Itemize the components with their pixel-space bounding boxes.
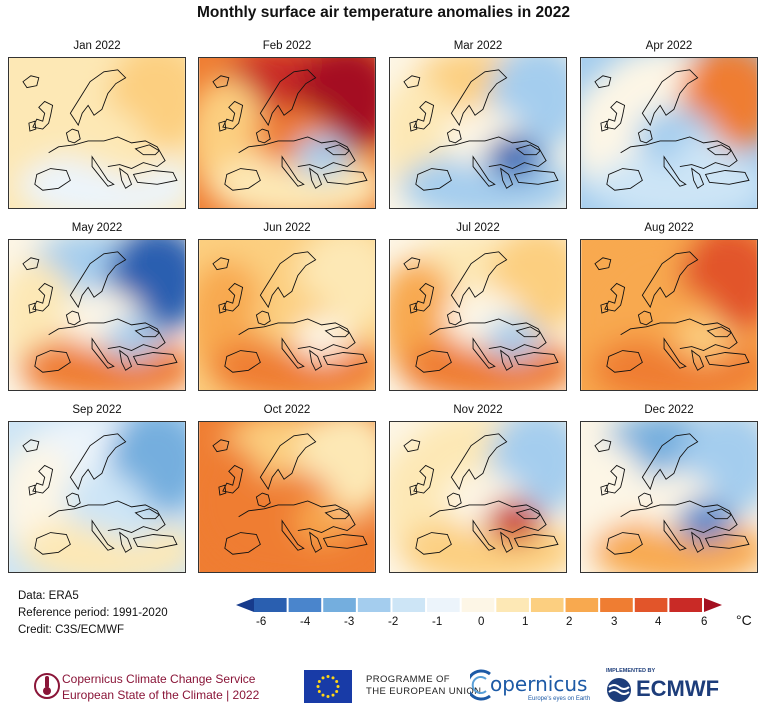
reference-period: Reference period: 1991-2020 xyxy=(18,607,168,619)
panel-label: Dec 2022 xyxy=(644,404,694,416)
panel-label: Apr 2022 xyxy=(645,40,693,52)
colorbar-tick-label: 6 xyxy=(701,616,708,628)
colorbar-segment xyxy=(565,598,599,612)
colorbar-tick-label: 4 xyxy=(655,616,662,628)
anomaly-map xyxy=(580,57,758,209)
colorbar-segment xyxy=(461,598,495,612)
panel-label: Feb 2022 xyxy=(262,40,312,52)
colorbar-segment xyxy=(600,598,633,612)
programme-text: PROGRAMME OF THE EUROPEAN UNION xyxy=(366,674,481,698)
programme-line-1: PROGRAMME OF xyxy=(366,674,450,685)
colorbar-tick-label: -3 xyxy=(344,616,355,628)
panel-label: Jun 2022 xyxy=(263,222,311,234)
info-block: Data: ERA5 Reference period: 1991-2020 C… xyxy=(18,588,168,639)
anomaly-map xyxy=(198,57,376,209)
c3s-logo-text: Copernicus Climate Change Service Europe… xyxy=(62,671,259,703)
colorbar-min-arrow xyxy=(236,598,254,612)
c3s-line-1: Copernicus Climate Change Service xyxy=(62,672,256,686)
anomaly-map xyxy=(389,421,567,573)
panel-label: Mar 2022 xyxy=(453,40,503,52)
colorbar-tick-label: 0 xyxy=(478,616,485,628)
colorbar-unit: °C xyxy=(736,612,752,628)
anomaly-map xyxy=(389,239,567,391)
colorbar-segment xyxy=(392,598,426,612)
colorbar-segment xyxy=(288,598,322,612)
colorbar-tick-label: -1 xyxy=(432,616,443,628)
colorbar-segment xyxy=(427,598,460,612)
panel-label: Sep 2022 xyxy=(72,404,122,416)
panel-label: May 2022 xyxy=(71,222,123,234)
colorbar-segment xyxy=(634,598,668,612)
data-source: Data: ERA5 xyxy=(18,590,79,602)
credit: Credit: C3S/ECMWF xyxy=(18,624,125,636)
colorbar-segment xyxy=(669,598,702,612)
page-title: Monthly surface air temperature anomalie… xyxy=(197,4,570,21)
colorbar-segment xyxy=(254,598,287,612)
anomaly-map xyxy=(198,421,376,573)
c3s-line-2: European State of the Climate | 2022 xyxy=(62,688,260,702)
colorbar-tick-label: 2 xyxy=(566,616,573,628)
colorbar-segment xyxy=(496,598,529,612)
anomaly-map xyxy=(198,239,376,391)
colorbar-segment xyxy=(323,598,356,612)
c3s-thermometer-icon xyxy=(34,673,60,699)
panel-label: Jul 2022 xyxy=(456,222,500,234)
panel-label: Aug 2022 xyxy=(644,222,694,234)
anomaly-map xyxy=(580,239,758,391)
colorbar xyxy=(236,598,722,612)
panel-label: Nov 2022 xyxy=(453,404,503,416)
copernicus-c-icon xyxy=(470,669,491,701)
anomaly-map xyxy=(8,57,186,209)
colorbar-tick-label: -6 xyxy=(256,616,267,628)
colorbar-max-arrow xyxy=(704,598,722,612)
implemented-by: IMPLEMENTED BY xyxy=(606,668,656,674)
anomaly-map xyxy=(8,239,186,391)
colorbar-tick-label: -2 xyxy=(388,616,399,628)
copernicus-tagline: Europe's eyes on Earth xyxy=(528,696,591,702)
colorbar-tick-label: 3 xyxy=(611,616,618,628)
colorbar-segment xyxy=(357,598,391,612)
colorbar-tick-label: -4 xyxy=(300,616,311,628)
copernicus-wordmark: opernicus xyxy=(490,672,588,696)
anomaly-map xyxy=(389,57,567,209)
panel-label: Oct 2022 xyxy=(263,404,311,416)
panel-grid: Jan 2022 Feb 2022 Mar 2022 Apr 2022 May 2022… xyxy=(8,40,758,573)
ecmwf-wordmark: ECMWF xyxy=(636,676,720,701)
colorbar-tick-label: 1 xyxy=(522,616,529,628)
colorbar-segment xyxy=(530,598,564,612)
anomaly-map xyxy=(580,421,758,573)
panel-label: Jan 2022 xyxy=(73,40,121,52)
anomaly-map xyxy=(8,421,186,573)
ecmwf-waves-icon xyxy=(607,678,631,702)
programme-line-2: THE EUROPEAN UNION xyxy=(366,686,482,697)
eu-flag-icon xyxy=(304,670,352,703)
